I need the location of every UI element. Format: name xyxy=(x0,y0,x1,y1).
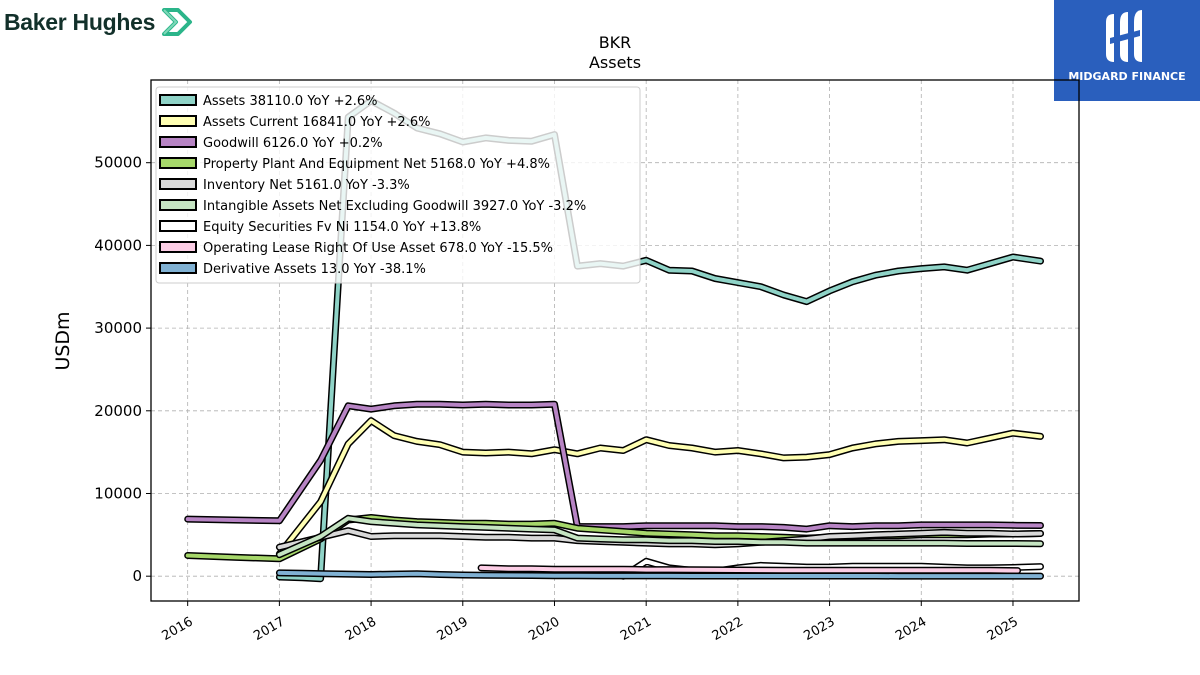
series-lines xyxy=(184,97,1044,583)
series-line xyxy=(277,516,1043,557)
y-tick-label: 40000 xyxy=(94,236,142,254)
legend-label: Intangible Assets Net Excluding Goodwill… xyxy=(203,199,586,214)
legend-box xyxy=(155,86,641,284)
midgard-logo-icon xyxy=(1106,10,1142,62)
x-tick-label: 2025 xyxy=(985,614,1021,644)
series-line xyxy=(277,570,1043,579)
legend-swatch xyxy=(159,241,197,253)
legend-label: Assets 38110.0 YoY +2.6% xyxy=(203,94,378,109)
x-tick-label: 2018 xyxy=(343,614,379,644)
y-tick-label: 20000 xyxy=(94,402,142,420)
y-axis-title: USDm xyxy=(52,311,74,370)
legend-label: Derivative Assets 13.0 YoY -38.1% xyxy=(203,262,426,277)
y-tick-label: 30000 xyxy=(94,319,142,337)
x-tick-label: 2016 xyxy=(160,614,196,644)
legend-swatch xyxy=(159,115,197,127)
midgard-finance-badge: MIDGARD FINANCE xyxy=(1054,0,1200,101)
legend-label: Inventory Net 5161.0 YoY -3.3% xyxy=(203,178,410,193)
x-tick-label: 2023 xyxy=(801,614,837,644)
legend-label: Assets Current 16841.0 YoY +2.6% xyxy=(203,115,430,130)
legend-label: Operating Lease Right Of Use Asset 678.0… xyxy=(203,241,553,256)
x-tick-label: 2019 xyxy=(435,614,471,644)
legend: Assets 38110.0 YoY +2.6% Assets Current 1… xyxy=(155,86,641,284)
baker-hughes-chevron-icon xyxy=(162,8,193,36)
legend-swatch xyxy=(159,262,197,274)
legend-swatch xyxy=(159,94,197,106)
legend-swatch xyxy=(159,220,197,232)
legend-swatch xyxy=(159,157,197,169)
chart-subtitle: Assets xyxy=(589,53,641,72)
x-tick-label: 2024 xyxy=(893,614,929,644)
x-tick-label: 2017 xyxy=(251,614,287,644)
legend-label: Property Plant And Equipment Net 5168.0 … xyxy=(203,157,550,172)
brand-name: Baker Hughes xyxy=(4,8,156,35)
series-line xyxy=(277,418,1043,556)
x-tick-label: 2021 xyxy=(618,614,654,644)
legend-label: Equity Securities Fv Ni 1154.0 YoY +13.8… xyxy=(203,220,481,235)
legend-label: Goodwill 6126.0 YoY +0.2% xyxy=(203,136,383,151)
plot-frame xyxy=(150,79,1080,602)
series-line xyxy=(185,402,1043,532)
y-tick-label: 50000 xyxy=(94,154,142,172)
x-tick-label: 2022 xyxy=(710,614,746,644)
y-tick-label: 10000 xyxy=(94,484,142,502)
series-line xyxy=(479,565,1020,573)
legend-swatch xyxy=(159,178,197,190)
baker-hughes-brand: Baker Hughes xyxy=(4,4,193,40)
midgard-finance-label: MIDGARD FINANCE xyxy=(1068,70,1186,83)
chart-title: BKR xyxy=(599,33,632,52)
x-tick-label: 2020 xyxy=(526,614,562,644)
legend-swatch xyxy=(159,199,197,211)
legend-swatch xyxy=(159,136,197,148)
y-tick-label: 0 xyxy=(132,567,142,585)
